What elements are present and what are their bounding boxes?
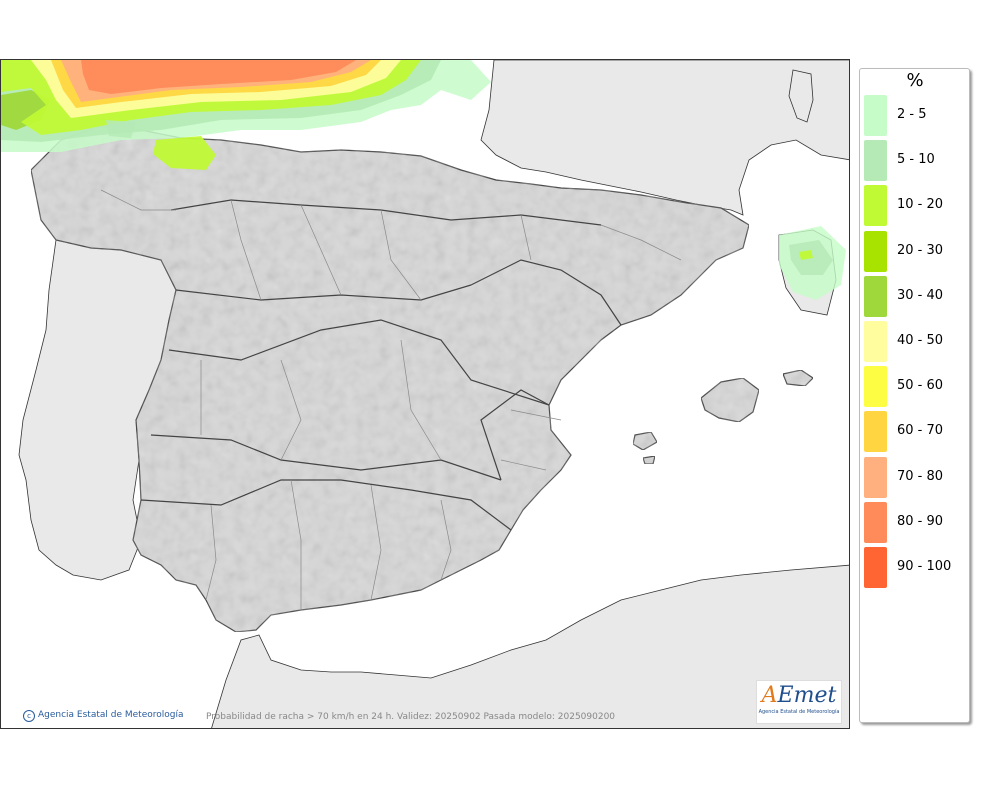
province-border: [500, 459, 547, 471]
copyright-icon: c: [23, 710, 35, 722]
region-border-ebro: [470, 259, 622, 326]
legend-label: 10 - 20: [897, 197, 944, 213]
map-caption: Probabilidad de racha > 70 km/h en 24 h.…: [206, 712, 616, 722]
legend-swatch: [864, 546, 887, 588]
province-border: [280, 359, 302, 461]
legend-swatch: [864, 275, 887, 317]
copyright-notice: c Agencia Estatal de Meteorología: [23, 710, 184, 722]
aemet-logo: AEmet Agencia Estatal de Meteorología: [756, 680, 842, 724]
province-border: [400, 339, 442, 461]
legend-swatch: [864, 456, 887, 498]
province-border: [600, 224, 682, 261]
province-borders: [100, 189, 682, 610]
copyright-text: Agencia Estatal de Meteorología: [38, 710, 184, 720]
formentera-land: [642, 455, 656, 465]
legend-swatch: [864, 501, 887, 543]
legend-swatch: [864, 230, 887, 272]
aemet-logo-word: AEmet: [761, 683, 837, 708]
prob-area-80-90: [81, 60, 356, 94]
region-border-valencia: [480, 389, 550, 481]
mallorca-land: [700, 377, 760, 423]
prob-area-5-10-galicia: [106, 120, 136, 138]
region-border-center: [168, 319, 550, 406]
spain-land: [30, 125, 750, 633]
legend-swatch: [864, 95, 887, 136]
legend-swatch: [864, 185, 887, 227]
province-border: [510, 409, 562, 421]
menorca-land: [782, 369, 814, 387]
legend-label: 2 - 5: [897, 107, 927, 122]
legend-panel: % 2 - 5 5 - 10 10 - 20 20 - 30 30 - 40 40 - 5…: [859, 68, 970, 723]
corsica-land: [788, 69, 814, 123]
legend-label: 40 - 50: [897, 332, 944, 348]
legend-label: 80 - 90: [897, 513, 944, 529]
province-border: [520, 214, 532, 261]
legend-unit: %: [906, 70, 924, 91]
province-border: [440, 499, 452, 581]
legend-label: 30 - 40: [897, 287, 944, 303]
africa-land: [211, 564, 849, 728]
legend-label: 90 - 100: [897, 558, 952, 574]
province-border: [380, 209, 422, 301]
province-border: [370, 484, 382, 601]
province-border: [300, 204, 342, 296]
province-border: [290, 479, 302, 610]
region-border-south-center: [150, 434, 502, 481]
province-border: [205, 504, 217, 601]
probability-overlay: [1, 60, 846, 300]
legend-swatch: [864, 320, 887, 362]
legend-label: 50 - 60: [897, 378, 944, 394]
legend-label: 70 - 80: [897, 468, 944, 484]
province-border: [100, 189, 176, 211]
prob-area-10-20-sardinia: [799, 250, 813, 260]
legend-swatch: [864, 411, 887, 453]
aemet-logo-subtitle: Agencia Estatal de Meteorología: [758, 709, 840, 715]
ibiza-land: [632, 431, 658, 451]
province-border: [230, 199, 262, 301]
region-border-andalucia: [140, 479, 512, 531]
legend-label: 60 - 70: [897, 423, 944, 439]
legend-label: 20 - 30: [897, 242, 944, 258]
prob-area-10-20-asturias: [153, 136, 216, 170]
legend-swatch: [864, 366, 887, 408]
map-canvas: [1, 60, 849, 728]
legend-swatch: [864, 140, 887, 182]
legend-label: 5 - 10: [897, 152, 935, 168]
forecast-map: c Agencia Estatal de Meteorología Probabi…: [0, 59, 850, 729]
